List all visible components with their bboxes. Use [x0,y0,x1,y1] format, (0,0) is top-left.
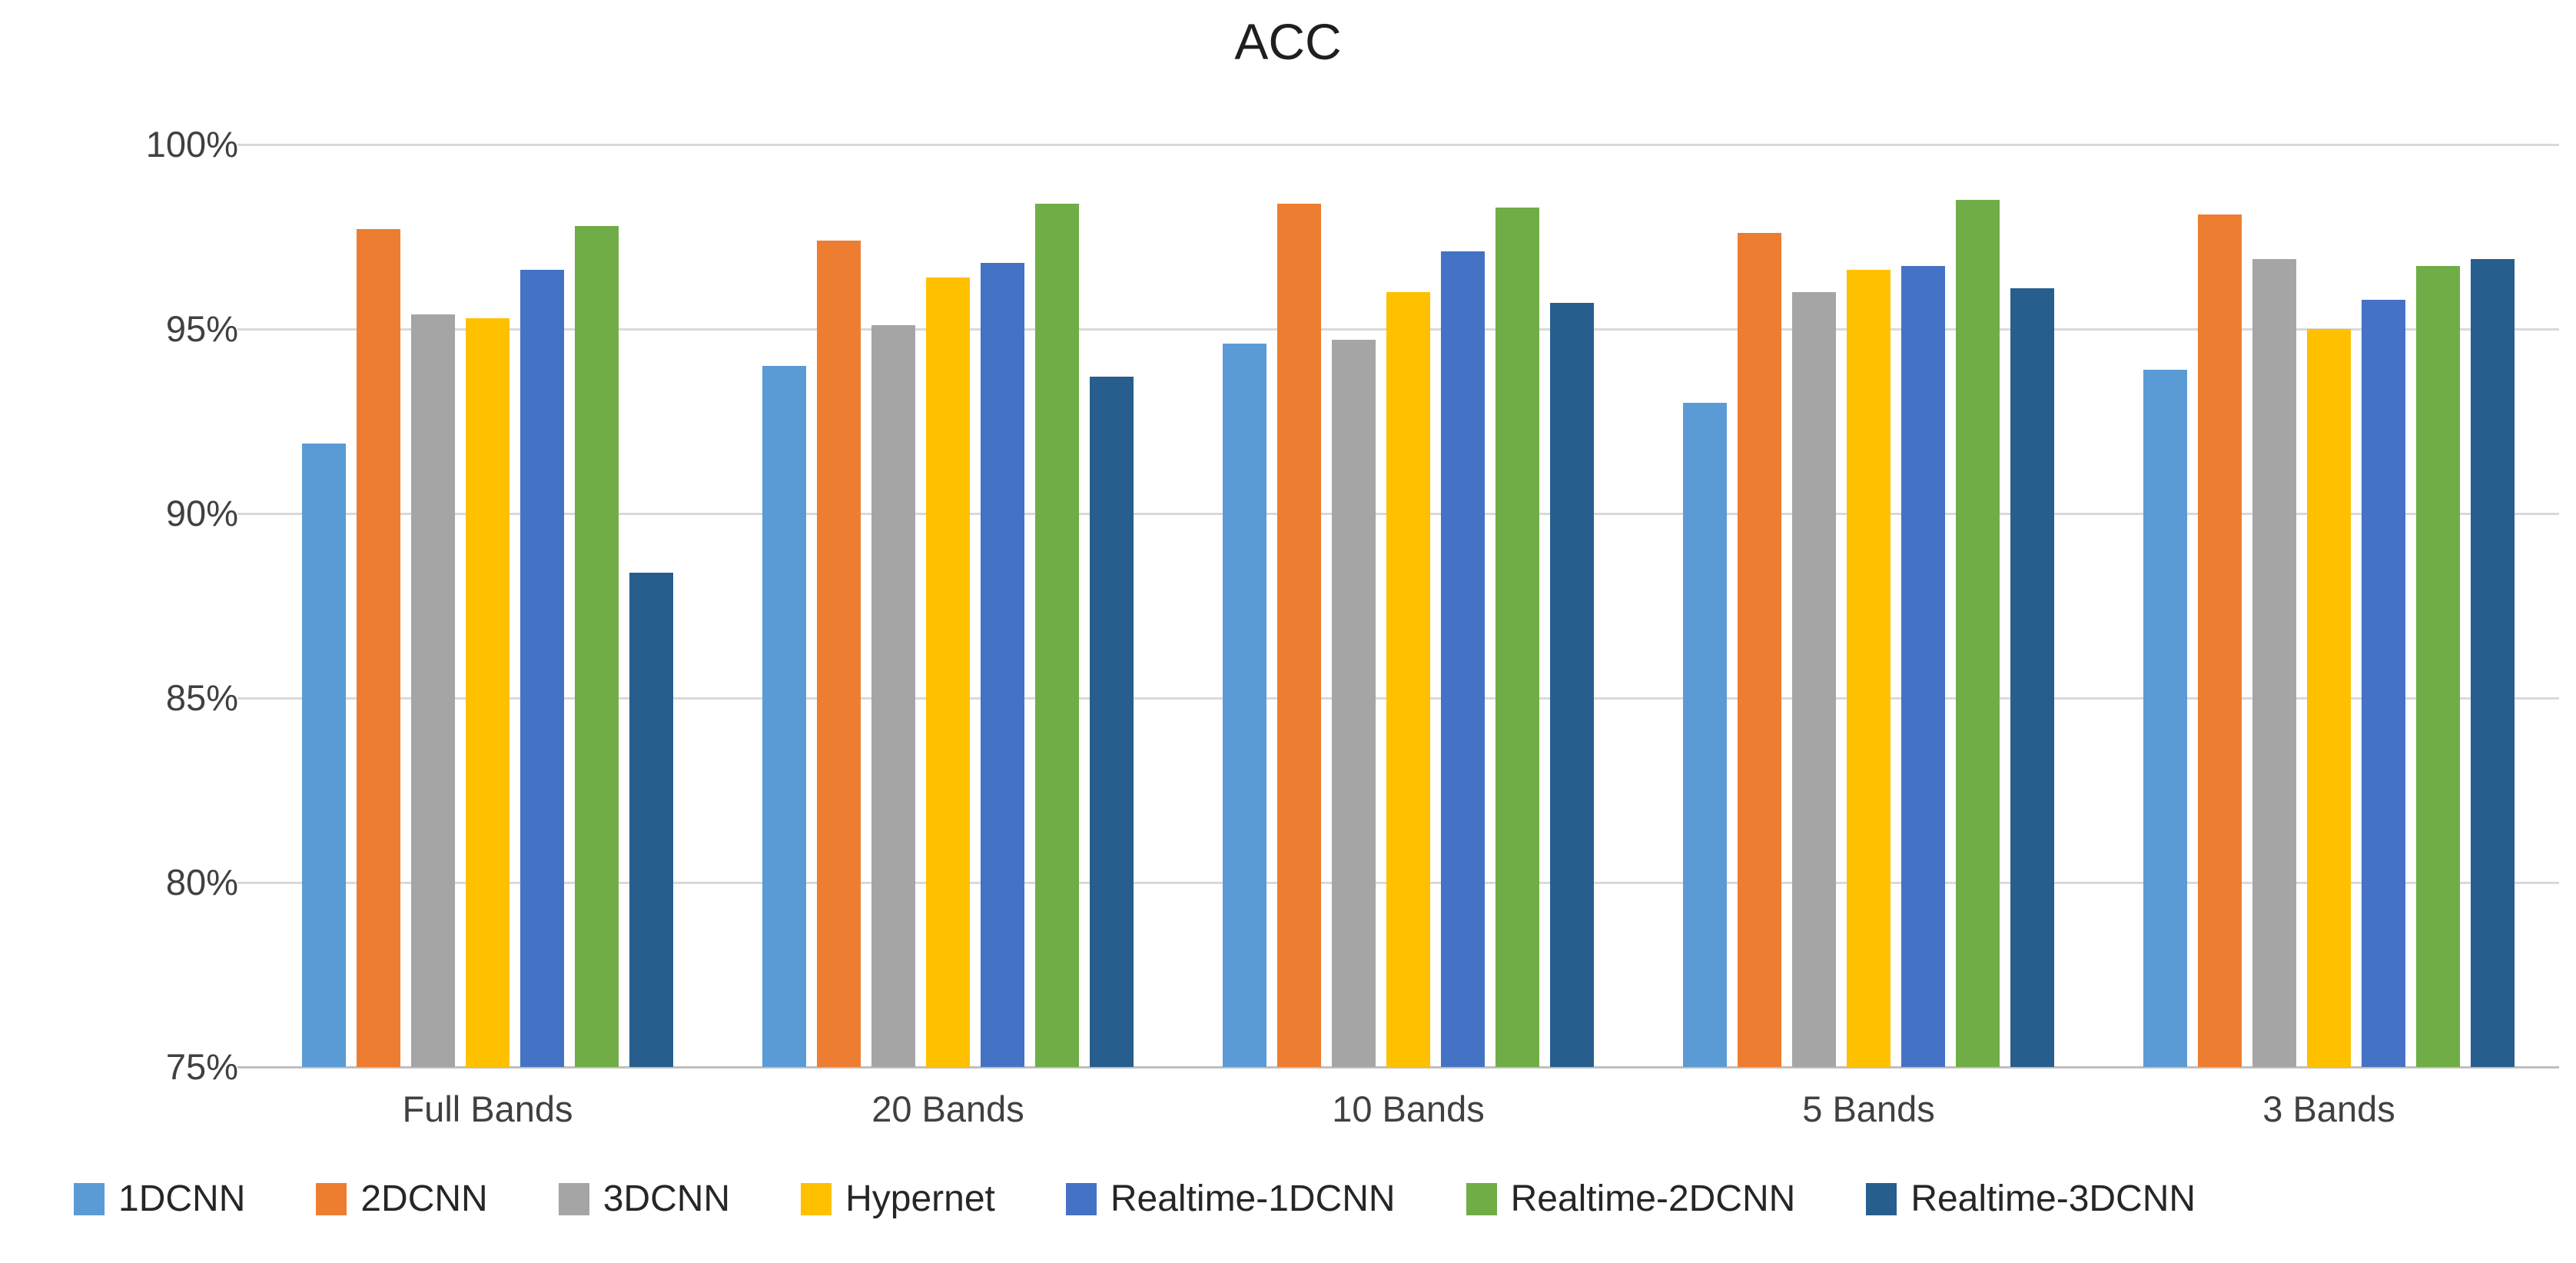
legend-label: 2DCNN [360,1178,488,1219]
y-tick-label: 80% [165,862,238,902]
bar-realtime-1dcnn-5-bands [1901,266,1945,1067]
bar-1dcnn-3-bands [2143,369,2187,1067]
legend-label: Realtime-2DCNN [1510,1178,1796,1219]
legend-swatch-realtime-1dcnn [1065,1182,1097,1215]
legend-swatch-hypernet [801,1182,832,1215]
legend-item-realtime-1dcnn: Realtime-1DCNN [1065,1178,1396,1220]
bar-1dcnn-20-bands [762,366,806,1067]
legend-swatch-2dcnn [316,1182,347,1215]
x-category-label: Full Bands [402,1089,573,1129]
bar-hypernet-20-bands [926,277,970,1067]
legend-label: Realtime-3DCNN [1910,1178,2196,1219]
legend-swatch-3dcnn [558,1182,589,1215]
bar-2dcnn-5-bands [1738,233,1781,1067]
bar-3dcnn-10-bands [1332,340,1376,1067]
bar-group-10-bands [1178,145,1638,1067]
bar-2dcnn-3-bands [2198,214,2242,1067]
legend-swatch-realtime-3dcnn [1866,1182,1897,1215]
x-category-label: 5 Bands [1802,1089,1935,1129]
bar-2dcnn-20-bands [817,240,861,1067]
bar-3dcnn-5-bands [1792,292,1836,1067]
bar-realtime-1dcnn-full-bands [520,270,564,1067]
bar-realtime-2dcnn-3-bands [2416,266,2460,1067]
legend-item-hypernet: Hypernet [801,1178,995,1220]
legend-label: 3DCNN [603,1178,731,1219]
bar-realtime-2dcnn-10-bands [1495,207,1539,1067]
plot-area [237,144,2559,1069]
y-tick-label: 75% [165,1046,238,1087]
x-category-label: 20 Bands [871,1089,1024,1129]
y-tick-label: 85% [165,677,238,718]
legend-label: 1DCNN [118,1178,246,1219]
bar-hypernet-full-bands [466,317,510,1067]
bar-1dcnn-10-bands [1223,344,1266,1067]
legend: 1DCNN 2DCNN 3DCNN Hypernet Realtime-1DCNN Rea… [74,1178,2196,1220]
y-tick-label: 95% [165,308,238,349]
y-tick-label: 90% [165,493,238,533]
gridline-75% [237,1066,2559,1069]
bar-3dcnn-3-bands [2252,258,2296,1067]
bar-group-full-bands [257,145,718,1067]
bar-hypernet-3-bands [2307,329,2351,1067]
y-tick-label: 100% [145,124,238,165]
bar-realtime-1dcnn-20-bands [981,262,1024,1067]
bar-3dcnn-20-bands [871,325,915,1067]
bar-realtime-3dcnn-3-bands [2471,258,2515,1067]
legend-item-realtime-3dcnn: Realtime-3DCNN [1866,1178,2196,1220]
gridline-100% [237,144,2559,146]
bar-2dcnn-full-bands [357,229,400,1067]
bar-3dcnn-full-bands [411,314,455,1067]
chart-title: ACC [1234,13,1342,70]
bar-realtime-3dcnn-full-bands [629,572,673,1067]
bar-group-3-bands [2099,145,2559,1067]
legend-label: Hypernet [845,1178,995,1219]
bar-realtime-2dcnn-5-bands [1956,200,2000,1067]
legend-item-2dcnn: 2DCNN [316,1178,488,1220]
legend-item-3dcnn: 3DCNN [558,1178,731,1220]
bar-1dcnn-5-bands [1683,403,1727,1067]
legend-label: Realtime-1DCNN [1110,1178,1396,1219]
bar-realtime-2dcnn-20-bands [1035,203,1079,1067]
x-category-label: 3 Bands [2262,1089,2395,1129]
bar-hypernet-10-bands [1386,292,1430,1067]
bar-group-20-bands [718,145,1178,1067]
legend-swatch-1dcnn [74,1182,105,1215]
bar-realtime-1dcnn-10-bands [1441,251,1485,1067]
legend-item-realtime-2dcnn: Realtime-2DCNN [1466,1178,1796,1220]
bar-realtime-2dcnn-full-bands [575,225,619,1067]
legend-swatch-realtime-2dcnn [1466,1182,1497,1215]
x-category-label: 10 Bands [1332,1089,1485,1129]
legend-item-1dcnn: 1DCNN [74,1178,245,1220]
bar-realtime-1dcnn-3-bands [2362,299,2405,1067]
bar-2dcnn-10-bands [1277,203,1321,1067]
bar-realtime-3dcnn-20-bands [1090,377,1134,1067]
bar-1dcnn-full-bands [302,443,346,1067]
bar-hypernet-5-bands [1847,270,1891,1067]
bar-realtime-3dcnn-10-bands [1550,303,1594,1067]
bar-group-5-bands [1638,145,2099,1067]
bar-realtime-3dcnn-5-bands [2010,288,2054,1067]
